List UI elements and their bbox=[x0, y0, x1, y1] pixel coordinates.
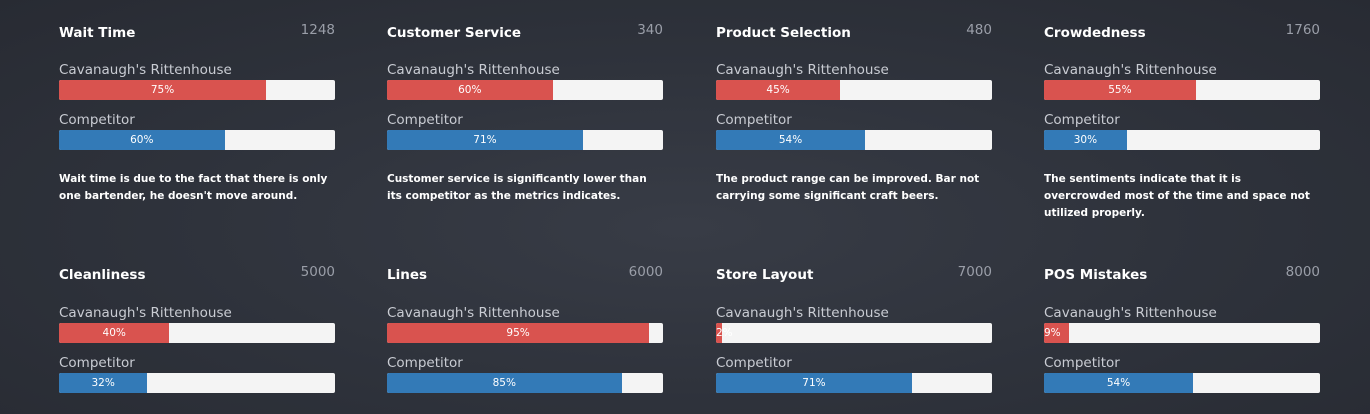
competitor-bar: 71% bbox=[387, 130, 663, 150]
competitor-label: Competitor bbox=[59, 112, 135, 128]
ours-label: Cavanaugh's Rittenhouse bbox=[1044, 305, 1217, 321]
ours-bar: 75% bbox=[59, 80, 335, 100]
ours-label: Cavanaugh's Rittenhouse bbox=[1044, 62, 1217, 78]
ours-label: Cavanaugh's Rittenhouse bbox=[59, 62, 232, 78]
ours-label: Cavanaugh's Rittenhouse bbox=[59, 305, 232, 321]
competitor-bar: 54% bbox=[716, 130, 992, 150]
card-title: Product Selection bbox=[716, 25, 851, 41]
card-title: POS Mistakes bbox=[1044, 267, 1148, 283]
competitor-bar-fill: 32% bbox=[59, 373, 148, 393]
ours-bar-fill: 95% bbox=[387, 323, 650, 343]
ours-bar-fill: 9% bbox=[1044, 323, 1069, 343]
competitor-label: Competitor bbox=[59, 355, 135, 371]
card-count: 7000 bbox=[957, 264, 992, 280]
ours-bar-fill: 40% bbox=[59, 323, 170, 343]
competitor-bar-fill: 71% bbox=[716, 373, 912, 393]
ours-bar: 45% bbox=[716, 80, 992, 100]
ours-bar-fill: 60% bbox=[387, 80, 553, 100]
ours-label: Cavanaugh's Rittenhouse bbox=[387, 62, 560, 78]
competitor-bar: 32% bbox=[59, 373, 335, 393]
competitor-label: Competitor bbox=[1044, 112, 1120, 128]
card-title: Store Layout bbox=[716, 267, 814, 283]
card-note: Wait time is due to the fact that there … bbox=[59, 173, 328, 202]
card-title: Customer Service bbox=[387, 25, 521, 41]
ours-bar: 9% bbox=[1044, 323, 1320, 343]
card-count: 480 bbox=[966, 22, 992, 38]
ours-bar-fill: 45% bbox=[716, 80, 841, 100]
competitor-label: Competitor bbox=[716, 112, 792, 128]
competitor-bar: 71% bbox=[716, 373, 992, 393]
card-count: 8000 bbox=[1285, 264, 1320, 280]
competitor-label: Competitor bbox=[387, 355, 463, 371]
ours-label: Cavanaugh's Rittenhouse bbox=[716, 62, 889, 78]
ours-bar-fill: 2% bbox=[716, 323, 733, 343]
ours-bar: 55% bbox=[1044, 80, 1320, 100]
competitor-bar-fill: 54% bbox=[1044, 373, 1194, 393]
competitor-bar-fill: 71% bbox=[387, 130, 583, 150]
card-count: 6000 bbox=[628, 264, 663, 280]
card-note: The product range can be improved. Bar n… bbox=[716, 173, 980, 202]
ours-bar: 2% bbox=[716, 323, 992, 343]
competitor-bar: 85% bbox=[387, 373, 663, 393]
card-note: The sentiments indicate that it is overc… bbox=[1044, 173, 1310, 219]
card-count: 340 bbox=[637, 22, 663, 38]
competitor-bar: 30% bbox=[1044, 130, 1320, 150]
card-title: Wait Time bbox=[59, 25, 136, 41]
competitor-bar-fill: 30% bbox=[1044, 130, 1127, 150]
card-count: 1248 bbox=[300, 22, 335, 38]
ours-label: Cavanaugh's Rittenhouse bbox=[387, 305, 560, 321]
competitor-bar-fill: 85% bbox=[387, 373, 622, 393]
competitor-bar-fill: 60% bbox=[59, 130, 225, 150]
ours-bar-fill: 75% bbox=[59, 80, 266, 100]
ours-bar-fill: 55% bbox=[1044, 80, 1196, 100]
competitor-label: Competitor bbox=[387, 112, 463, 128]
card-count: 5000 bbox=[300, 264, 335, 280]
ours-bar: 95% bbox=[387, 323, 663, 343]
ours-label: Cavanaugh's Rittenhouse bbox=[716, 305, 889, 321]
card-title: Crowdedness bbox=[1044, 25, 1146, 41]
competitor-label: Competitor bbox=[1044, 355, 1120, 371]
card-title: Lines bbox=[387, 267, 428, 283]
card-count: 1760 bbox=[1285, 22, 1320, 38]
ours-bar: 40% bbox=[59, 323, 335, 343]
card-title: Cleanliness bbox=[59, 267, 146, 283]
ours-bar: 60% bbox=[387, 80, 663, 100]
card-note: Customer service is significantly lower … bbox=[387, 173, 647, 202]
competitor-label: Competitor bbox=[716, 355, 792, 371]
competitor-bar-fill: 54% bbox=[716, 130, 866, 150]
competitor-bar: 54% bbox=[1044, 373, 1320, 393]
competitor-bar: 60% bbox=[59, 130, 335, 150]
